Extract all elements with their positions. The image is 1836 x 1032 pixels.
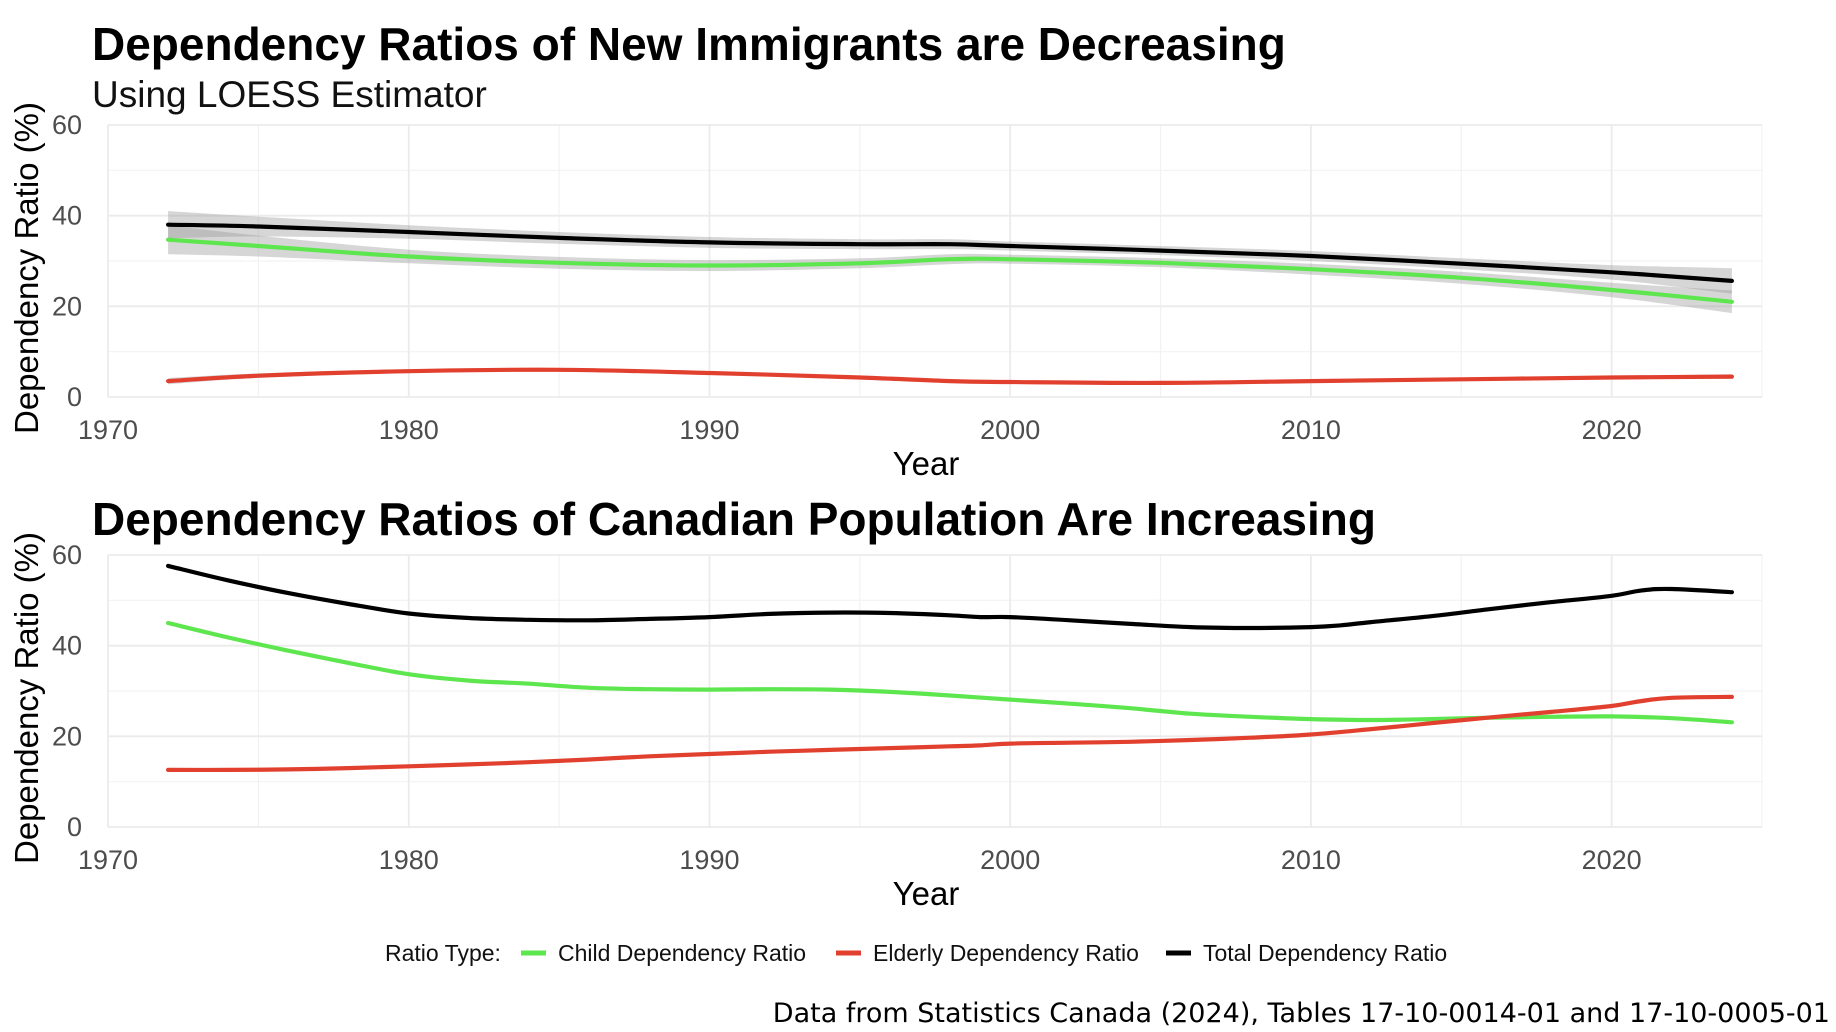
bottom-series-line-total — [166, 563, 1734, 631]
top-x-tick-label: 1990 — [679, 415, 739, 445]
bottom-y-axis-title: Dependency Ratio (%) — [8, 532, 45, 864]
top-x-axis-title: Year — [893, 445, 960, 482]
top-chart-panel: Dependency Ratios of New Immigrants are … — [8, 18, 1763, 482]
top-y-tick-label: 20 — [52, 291, 82, 321]
legend-label-elderly: Elderly Dependency Ratio — [873, 940, 1139, 966]
bottom-x-tick-label: 1970 — [78, 845, 138, 875]
legend-label-total: Total Dependency Ratio — [1203, 940, 1447, 966]
bottom-chart-panel: Dependency Ratios of Canadian Population… — [8, 493, 1763, 912]
top-y-axis-title: Dependency Ratio (%) — [8, 102, 45, 434]
top-chart-subtitle: Using LOESS Estimator — [92, 74, 487, 115]
top-x-tick-label: 2010 — [1281, 415, 1341, 445]
top-chart-title: Dependency Ratios of New Immigrants are … — [92, 18, 1286, 70]
top-x-tick-label: 2000 — [980, 415, 1040, 445]
bottom-x-axis-title: Year — [893, 875, 960, 912]
top-series-line-elderly — [166, 367, 1734, 386]
top-y-tick-label: 40 — [52, 201, 82, 231]
bottom-y-tick-label: 0 — [67, 812, 82, 842]
top-plot-area: 1970 1980 1990 2000 2010 2020 0 20 40 60 — [52, 110, 1763, 445]
bottom-y-tick-label: 60 — [52, 540, 82, 570]
bottom-x-tick-label: 2020 — [1582, 845, 1642, 875]
top-x-tick-label: 1970 — [78, 415, 138, 445]
top-series-line-child — [166, 237, 1734, 304]
bottom-x-tick-label: 2000 — [980, 845, 1040, 875]
top-y-tick-label: 60 — [52, 110, 82, 140]
legend-label-child: Child Dependency Ratio — [558, 940, 806, 966]
legend: Ratio Type: Child Dependency Ratio Elder… — [385, 940, 1447, 966]
top-y-tick-label: 0 — [67, 382, 82, 412]
top-x-tick-label: 1980 — [379, 415, 439, 445]
bottom-y-tick-label: 40 — [52, 631, 82, 661]
data-source-caption: Data from Statistics Canada (2024), Tabl… — [773, 998, 1830, 1029]
bottom-chart-title: Dependency Ratios of Canadian Population… — [92, 493, 1376, 545]
bottom-x-tick-label: 2010 — [1281, 845, 1341, 875]
bottom-y-tick-label: 20 — [52, 721, 82, 751]
bottom-series-line-elderly — [166, 694, 1734, 773]
bottom-x-tick-label: 1990 — [679, 845, 739, 875]
bottom-plot-area: 1970 1980 1990 2000 2010 2020 0 20 40 60 — [52, 540, 1763, 875]
bottom-x-tick-label: 1980 — [379, 845, 439, 875]
legend-title: Ratio Type: — [385, 940, 501, 966]
top-x-tick-label: 2020 — [1582, 415, 1642, 445]
top-series-line-total — [166, 222, 1734, 283]
